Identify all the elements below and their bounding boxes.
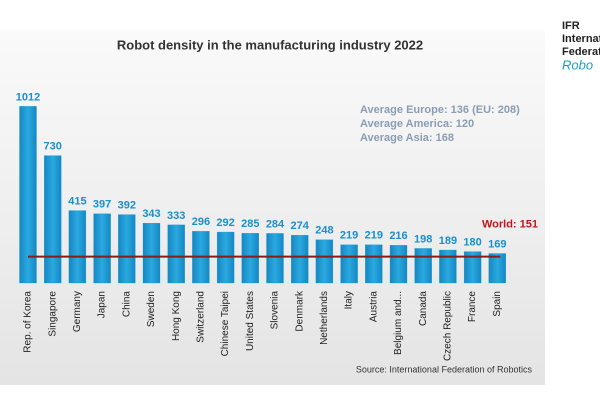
value-label: 343 bbox=[142, 208, 160, 220]
value-label: 189 bbox=[439, 235, 457, 247]
bar bbox=[19, 106, 37, 284]
value-label: 285 bbox=[241, 218, 259, 230]
value-label: 397 bbox=[93, 199, 111, 211]
x-tick-label: France bbox=[467, 291, 478, 323]
plot-panel bbox=[0, 30, 545, 385]
logo-text: Internati bbox=[562, 33, 600, 45]
x-tick-label: Switzerland bbox=[196, 291, 207, 343]
x-tick-label: Rep. of Korea bbox=[23, 291, 34, 353]
bar bbox=[44, 155, 62, 284]
bar bbox=[167, 224, 185, 284]
bar bbox=[439, 249, 457, 284]
x-tick-label: Singapore bbox=[47, 291, 58, 337]
value-label: 198 bbox=[414, 233, 432, 245]
bar bbox=[93, 213, 111, 284]
x-tick-label: Hong Kong bbox=[171, 291, 182, 341]
world-label: World: 151 bbox=[482, 219, 538, 231]
bar bbox=[68, 210, 87, 284]
x-tick-label: Spain bbox=[492, 291, 503, 317]
value-label: 219 bbox=[340, 230, 358, 242]
x-tick-label: Denmark bbox=[294, 290, 305, 332]
bar bbox=[463, 251, 482, 284]
x-tick-label: Austria bbox=[368, 291, 379, 323]
logo-text: Federati bbox=[562, 46, 600, 58]
value-label: 216 bbox=[389, 230, 407, 242]
x-tick-label: Netherlands bbox=[319, 291, 330, 345]
bar bbox=[340, 244, 358, 284]
bar bbox=[488, 253, 506, 284]
bar bbox=[241, 233, 259, 284]
x-tick-label: China bbox=[121, 291, 132, 318]
value-label: 1012 bbox=[16, 91, 40, 103]
value-label: 274 bbox=[291, 220, 310, 232]
x-tick-label: Belgium and... bbox=[393, 291, 404, 355]
value-label: 296 bbox=[192, 216, 210, 228]
bar bbox=[365, 244, 383, 284]
note: Average Europe: 136 (EU: 208) bbox=[360, 104, 520, 116]
value-label: 415 bbox=[68, 195, 86, 207]
value-label: 169 bbox=[488, 238, 506, 250]
x-tick-label: Sweden bbox=[146, 291, 157, 327]
x-tick-label: Chinese Taipei bbox=[220, 291, 231, 356]
x-tick-label: Japan bbox=[97, 291, 108, 318]
value-label: 248 bbox=[315, 225, 333, 237]
x-tick-label: Canada bbox=[418, 291, 429, 326]
x-tick-label: Italy bbox=[344, 291, 355, 309]
value-label: 180 bbox=[463, 236, 481, 248]
value-label: 333 bbox=[167, 210, 185, 222]
x-tick-label: Germany bbox=[72, 291, 83, 332]
logo-script: Robo bbox=[562, 57, 593, 72]
note: Average America: 120 bbox=[360, 118, 474, 130]
source: Source: International Federation of Robo… bbox=[356, 364, 533, 374]
x-tick-label: United States bbox=[245, 291, 256, 351]
chart-title: Robot density in the manufacturing indus… bbox=[117, 37, 423, 52]
bar bbox=[266, 233, 284, 284]
bar bbox=[118, 214, 136, 284]
x-tick-label: Czech Republic bbox=[443, 291, 454, 361]
bar bbox=[414, 248, 432, 284]
x-tick-label: Slovenia bbox=[270, 291, 281, 330]
note: Average Asia: 168 bbox=[360, 132, 454, 144]
value-label: 292 bbox=[216, 217, 234, 229]
logo-text: IFR bbox=[562, 20, 580, 32]
value-label: 392 bbox=[118, 199, 136, 211]
value-label: 284 bbox=[266, 218, 285, 230]
bar bbox=[291, 235, 309, 284]
bar bbox=[389, 245, 408, 284]
value-label: 730 bbox=[44, 140, 62, 152]
value-label: 219 bbox=[365, 230, 383, 242]
bar bbox=[142, 222, 161, 284]
bar bbox=[315, 239, 334, 284]
